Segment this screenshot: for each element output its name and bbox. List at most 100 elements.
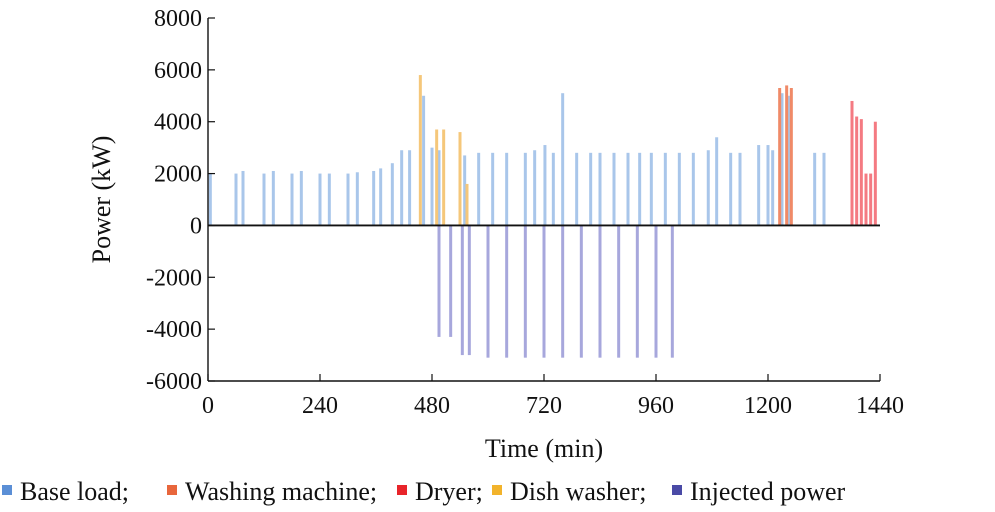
legend-swatch — [397, 485, 407, 495]
injected-bar — [505, 225, 509, 358]
x-tick-label: 1200 — [744, 393, 792, 419]
legend-swatch — [672, 485, 682, 495]
injected-bar — [670, 225, 674, 358]
base-bar — [589, 152, 593, 226]
injected-bar — [579, 225, 583, 358]
x-tick-label: 0 — [202, 393, 214, 419]
base-bar — [757, 145, 761, 226]
legend-label: Injected power — [690, 477, 846, 506]
injected-bar — [542, 225, 546, 358]
base-bar — [663, 152, 667, 226]
base-bar — [355, 172, 359, 226]
dryer-bar — [855, 116, 859, 226]
dish-bar — [458, 132, 462, 226]
base-bar — [477, 152, 481, 226]
base-bar — [208, 173, 212, 226]
washing-bar — [785, 85, 789, 226]
dish-bar — [465, 183, 469, 226]
y-tick-label: 2000 — [154, 162, 202, 188]
base-bar — [437, 150, 441, 226]
base-bar — [771, 150, 775, 226]
y-tick-label: 6000 — [154, 58, 202, 84]
base-bar — [766, 145, 770, 226]
legend-label: Base load; — [20, 477, 129, 506]
base-bar — [575, 152, 579, 226]
base-bar — [787, 95, 791, 226]
base-bar — [408, 150, 412, 226]
base-bar — [551, 152, 555, 226]
dryer-bar — [864, 173, 868, 226]
injected-bar — [460, 225, 464, 356]
injected-bar — [635, 225, 639, 358]
x-tick-label: 240 — [302, 393, 338, 419]
dish-bar — [442, 129, 446, 226]
y-tick-label: 8000 — [154, 6, 202, 32]
base-bar — [234, 173, 238, 226]
base-bar — [372, 170, 376, 226]
base-bar — [533, 150, 537, 226]
base-bar — [290, 173, 294, 226]
base-bar — [491, 152, 495, 226]
base-bar — [390, 163, 394, 226]
injected-bar — [437, 225, 441, 337]
base-bar — [400, 150, 404, 226]
injected-bar — [467, 225, 471, 356]
x-tick-label: 960 — [638, 393, 674, 419]
base-bar — [346, 173, 350, 226]
base-bar — [612, 152, 616, 226]
legend-swatch — [2, 485, 12, 495]
injected-bar — [561, 225, 565, 358]
washing-bar — [789, 88, 793, 226]
injected-bar — [449, 225, 453, 337]
dryer-bar — [869, 173, 873, 226]
y-tick-label: -6000 — [146, 369, 202, 395]
injected-bar — [486, 225, 490, 358]
base-bar — [463, 155, 467, 226]
base-bar — [738, 152, 742, 226]
base-bar — [561, 93, 565, 226]
y-tick-label: -4000 — [146, 317, 202, 343]
base-bar — [780, 93, 784, 226]
base-bar — [543, 145, 547, 226]
bars-layer — [208, 75, 877, 358]
y-tick-label: 4000 — [154, 110, 202, 136]
x-tick-label: 480 — [414, 393, 450, 419]
base-bar — [638, 152, 642, 226]
legend: Base load; Washing machine; Dryer; Dish was… — [2, 477, 846, 506]
base-bar — [327, 173, 331, 226]
axes-layer — [207, 17, 881, 382]
base-bar — [706, 150, 710, 226]
base-bar — [299, 170, 303, 226]
base-bar — [318, 173, 322, 226]
legend-label: Washing machine; — [185, 477, 377, 506]
base-bar — [241, 170, 245, 226]
base-bar — [262, 173, 266, 226]
base-bar — [505, 152, 509, 226]
washing-bar — [778, 88, 782, 226]
x-tick-label: 720 — [526, 393, 562, 419]
y-tick-label: 0 — [190, 213, 202, 239]
base-bar — [822, 152, 826, 226]
legend-swatch — [492, 485, 502, 495]
injected-bar — [523, 225, 527, 358]
base-bar — [271, 170, 275, 226]
dryer-bar — [850, 100, 854, 226]
y-tick-label: -2000 — [146, 265, 202, 291]
x-tick-label: 1440 — [856, 393, 904, 419]
x-axis-title: Time (min) — [485, 434, 603, 463]
base-bar — [422, 95, 426, 226]
injected-bar — [598, 225, 602, 358]
base-bar — [430, 147, 434, 226]
base-bar — [729, 152, 733, 226]
base-bar — [677, 152, 681, 226]
dish-bar — [418, 75, 422, 226]
dryer-bar — [859, 119, 863, 226]
base-bar — [523, 152, 527, 226]
base-bar — [626, 152, 630, 226]
legend-label: Dryer; — [415, 477, 483, 506]
y-axis-title: Power (kW) — [87, 136, 116, 264]
base-bar — [649, 152, 653, 226]
